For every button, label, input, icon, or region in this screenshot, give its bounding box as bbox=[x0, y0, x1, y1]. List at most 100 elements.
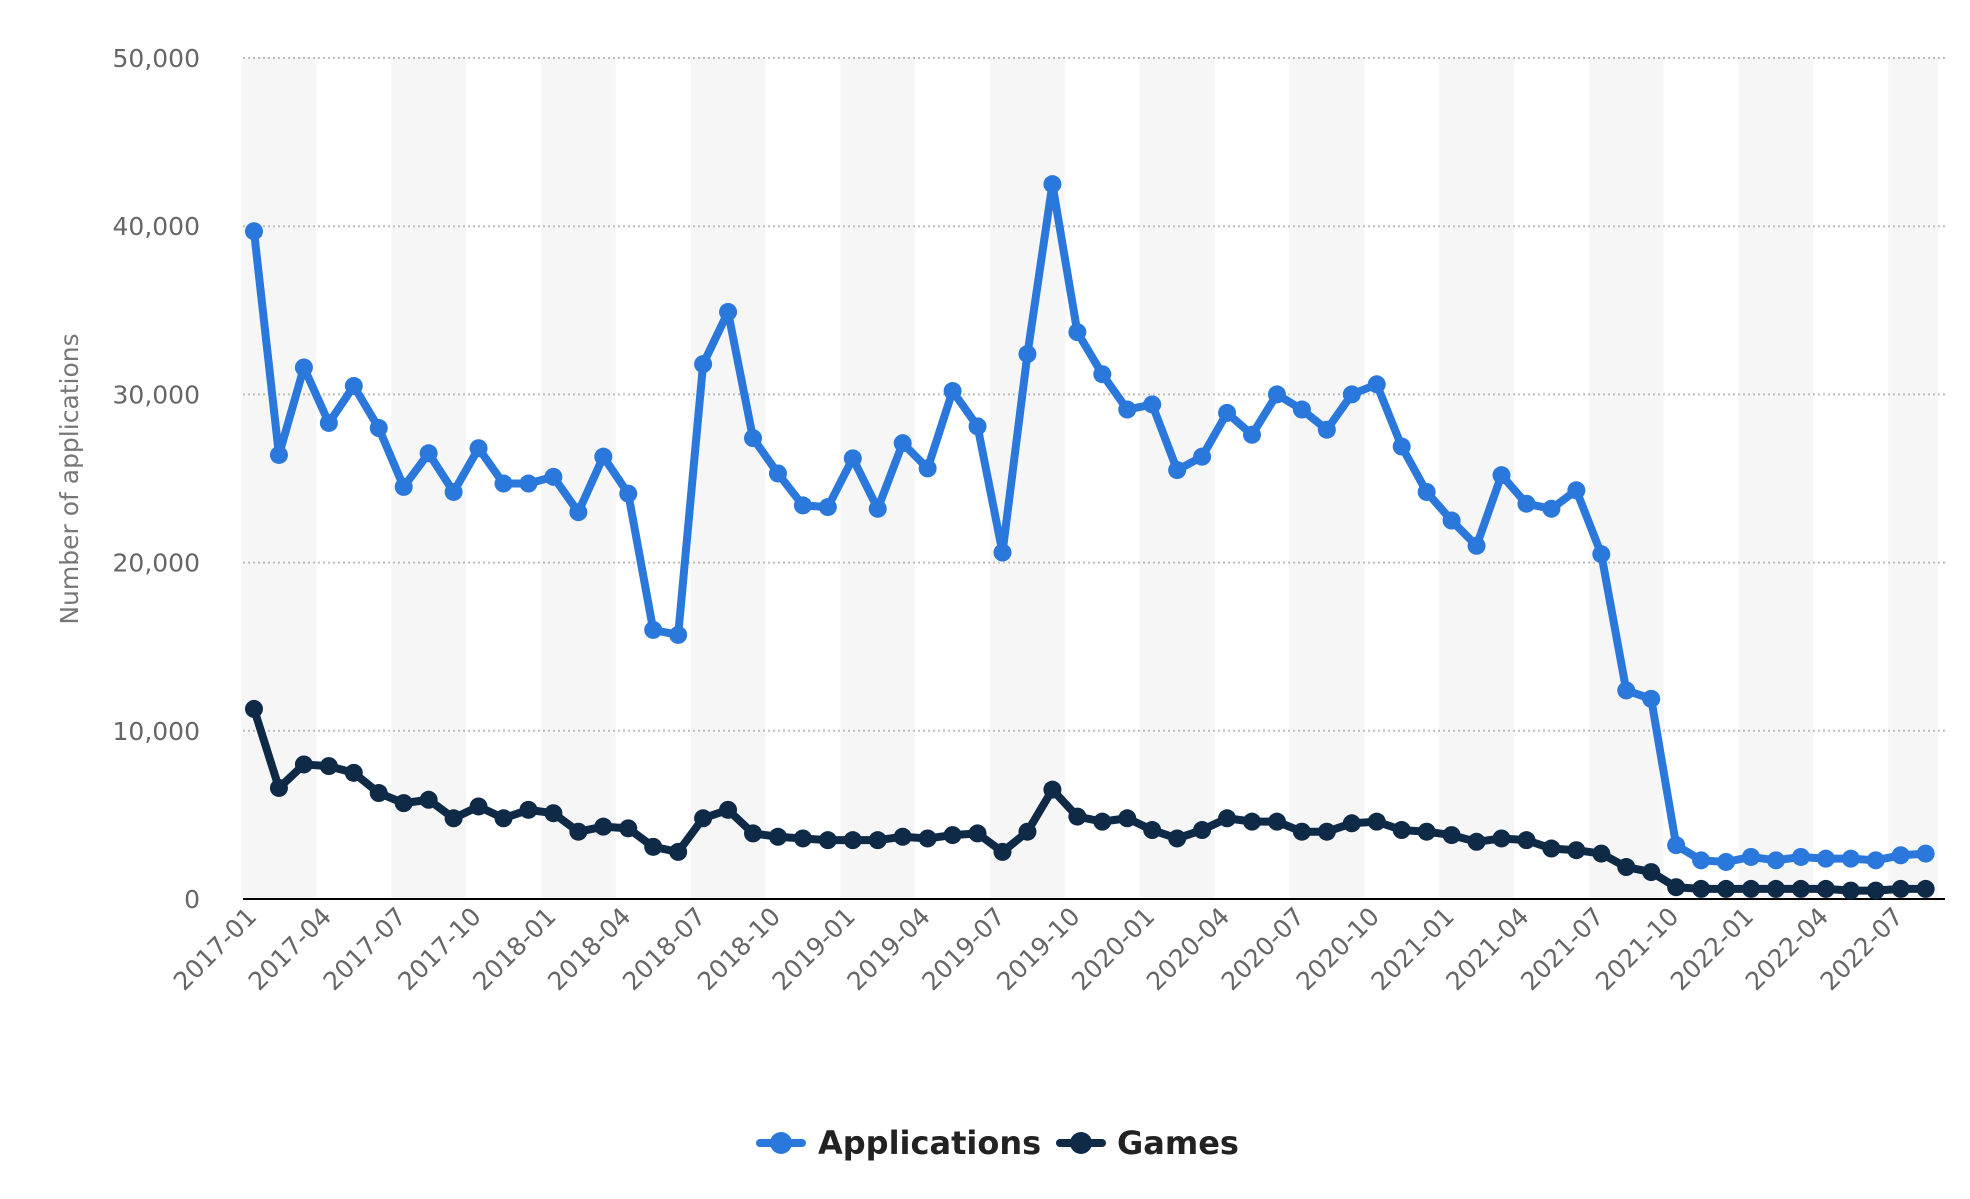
background-band bbox=[1888, 58, 1939, 899]
data-point bbox=[519, 474, 538, 493]
data-point bbox=[1243, 812, 1261, 831]
background-band bbox=[1588, 58, 1664, 899]
data-point bbox=[245, 222, 263, 241]
data-point bbox=[818, 498, 837, 517]
data-point bbox=[1467, 832, 1486, 851]
data-point bbox=[1367, 812, 1386, 831]
data-point bbox=[1193, 447, 1212, 466]
data-point bbox=[1617, 858, 1636, 877]
data-point bbox=[1442, 826, 1461, 845]
legend-label: Games bbox=[1117, 1124, 1239, 1162]
data-point bbox=[1392, 821, 1411, 840]
data-point bbox=[1567, 481, 1586, 500]
data-point bbox=[719, 800, 738, 819]
data-point bbox=[544, 804, 563, 823]
data-point bbox=[394, 477, 413, 496]
data-point bbox=[319, 413, 338, 432]
data-point bbox=[1617, 681, 1636, 700]
background-band bbox=[690, 58, 766, 899]
data-point bbox=[1891, 846, 1910, 865]
data-point bbox=[1692, 851, 1711, 870]
data-point bbox=[344, 763, 363, 782]
data-point bbox=[1467, 536, 1486, 555]
series-line bbox=[250, 704, 1930, 895]
data-point bbox=[1218, 403, 1237, 422]
data-point bbox=[1068, 323, 1087, 342]
y-tick-label: 40,000 bbox=[113, 212, 200, 241]
data-point bbox=[1717, 879, 1736, 898]
data-point bbox=[1442, 511, 1461, 530]
data-point bbox=[1093, 812, 1112, 831]
data-point bbox=[269, 778, 288, 797]
data-point bbox=[569, 822, 588, 841]
data-point bbox=[369, 419, 388, 438]
background-bands bbox=[241, 58, 1939, 899]
data-point bbox=[1717, 852, 1736, 871]
data-point bbox=[469, 439, 488, 458]
legend: Applications Games bbox=[756, 1124, 1239, 1162]
data-point bbox=[1742, 847, 1760, 866]
data-point bbox=[1417, 822, 1436, 841]
y-axis-title: Number of applications bbox=[55, 333, 84, 624]
data-point bbox=[1592, 545, 1611, 564]
data-point bbox=[918, 459, 937, 478]
data-point bbox=[1891, 879, 1910, 898]
data-point bbox=[419, 790, 438, 809]
data-point bbox=[1292, 822, 1311, 841]
data-point bbox=[1018, 345, 1037, 364]
data-point bbox=[1742, 879, 1760, 898]
data-point bbox=[793, 829, 812, 848]
y-tick-label: 20,000 bbox=[113, 549, 200, 578]
data-point bbox=[1766, 879, 1785, 898]
data-point bbox=[344, 376, 363, 395]
data-point bbox=[444, 809, 463, 828]
data-point bbox=[943, 382, 962, 401]
data-point bbox=[868, 831, 887, 850]
data-point bbox=[793, 496, 812, 515]
data-point bbox=[893, 434, 912, 453]
series-line bbox=[250, 180, 1930, 866]
data-point bbox=[1417, 482, 1436, 501]
data-point bbox=[1342, 814, 1361, 833]
data-point bbox=[619, 484, 638, 503]
background-band bbox=[1289, 58, 1365, 899]
data-point bbox=[843, 831, 862, 850]
data-point bbox=[319, 757, 338, 776]
data-point bbox=[768, 827, 787, 846]
data-point bbox=[843, 449, 862, 468]
data-point bbox=[619, 819, 638, 838]
data-point bbox=[1542, 839, 1561, 858]
data-point bbox=[1841, 849, 1860, 868]
data-point bbox=[868, 499, 887, 518]
data-point bbox=[993, 842, 1012, 861]
legend-point-marker bbox=[770, 1132, 792, 1154]
data-point bbox=[594, 817, 613, 836]
data-point bbox=[1517, 831, 1536, 850]
data-point bbox=[1866, 881, 1885, 900]
data-point bbox=[818, 831, 837, 850]
series-applications bbox=[245, 175, 1935, 871]
data-point bbox=[1791, 847, 1810, 866]
background-band bbox=[840, 58, 916, 899]
data-point bbox=[419, 444, 438, 463]
data-point bbox=[1018, 822, 1037, 841]
data-point bbox=[369, 784, 388, 803]
data-point bbox=[694, 355, 713, 374]
data-point bbox=[744, 429, 762, 448]
data-point bbox=[1267, 812, 1286, 831]
data-point bbox=[594, 447, 613, 466]
data-point bbox=[1118, 400, 1137, 419]
y-tick-label: 10,000 bbox=[113, 717, 200, 746]
data-point bbox=[1392, 437, 1411, 456]
data-point bbox=[1492, 466, 1511, 485]
data-point bbox=[1692, 879, 1711, 898]
data-point bbox=[269, 445, 288, 464]
data-point bbox=[1866, 851, 1885, 870]
y-tick-label: 30,000 bbox=[113, 380, 200, 409]
data-point bbox=[768, 464, 787, 483]
legend-item-games: Games bbox=[1056, 1124, 1239, 1162]
data-point bbox=[569, 503, 588, 522]
data-point bbox=[644, 620, 663, 639]
